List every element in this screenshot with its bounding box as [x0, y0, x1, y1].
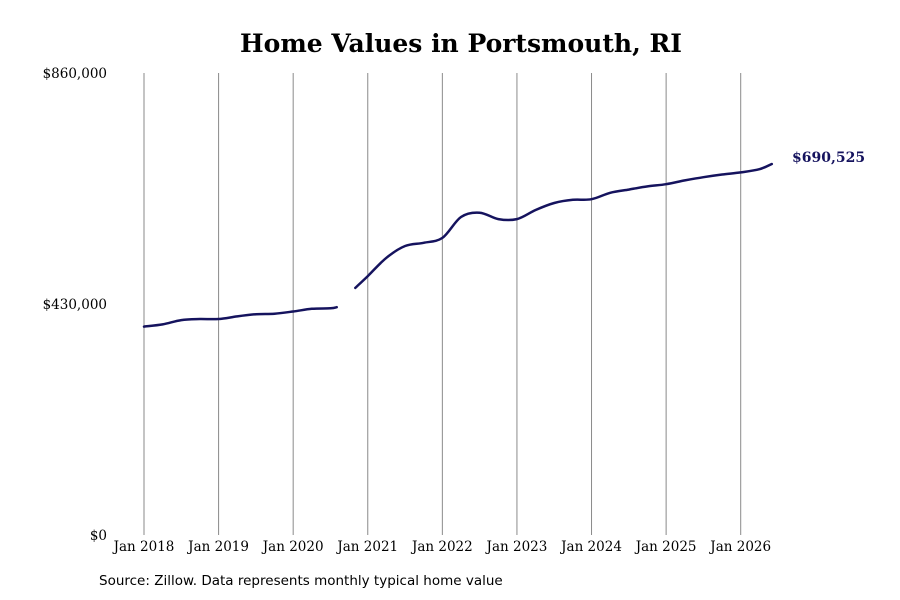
series-line-segment-1: [354, 162, 774, 290]
end-value-label: $690,525: [792, 150, 865, 166]
x-tick-label: Jan 2026: [708, 539, 771, 555]
chart-title: Home Values in Portsmouth, RI: [240, 29, 682, 58]
x-tick-label: Jan 2024: [559, 539, 622, 555]
x-tick-label: Jan 2018: [112, 539, 175, 555]
series-line-segment-0: [142, 305, 338, 328]
x-tick-label: Jan 2025: [634, 539, 697, 555]
source-note: Source: Zillow. Data represents monthly …: [99, 573, 503, 589]
x-tick-label: Jan 2023: [485, 539, 548, 555]
x-tick-label: Jan 2022: [410, 539, 473, 555]
series-lines: [142, 162, 774, 328]
x-tick-label: Jan 2019: [186, 539, 249, 555]
vertical-gridlines: [143, 73, 742, 535]
y-tick-label: $430,000: [43, 297, 107, 313]
x-tick-label: Jan 2020: [261, 539, 324, 555]
x-tick-label: Jan 2021: [335, 539, 398, 555]
y-tick-label: $860,000: [43, 66, 107, 82]
y-tick-label: $0: [90, 528, 107, 544]
x-axis-ticks: Jan 2018 Jan 2019 Jan 2020 Jan 2021 Jan 2022…: [112, 539, 772, 555]
y-axis-ticks: $860,000 $430,000 $0: [43, 66, 107, 544]
